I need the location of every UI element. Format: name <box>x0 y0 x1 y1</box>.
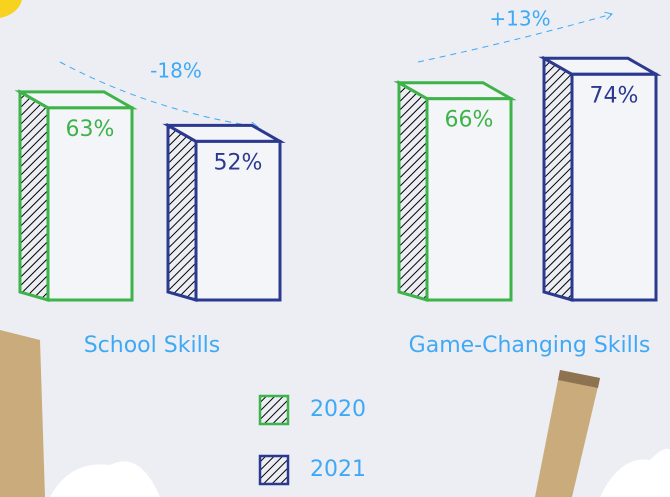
decoration <box>0 330 45 497</box>
bar-side <box>399 83 427 300</box>
category-label: School Skills <box>84 333 221 358</box>
bar-side <box>544 58 572 300</box>
category-label: Game-Changing Skills <box>409 333 651 358</box>
legend-label: 2020 <box>310 397 366 422</box>
value-label: 52% <box>214 150 263 175</box>
chart: -18% +13% 63% 66% 2020 52% 74% 2021 School Ski… <box>0 0 670 497</box>
legend-swatch <box>260 456 288 484</box>
value-label: 63% <box>66 117 115 142</box>
bar-side <box>20 92 48 300</box>
decoration <box>535 370 600 497</box>
annotation: -18% <box>150 59 202 83</box>
value-label: 66% <box>445 108 494 133</box>
decoration <box>600 449 670 497</box>
decoration <box>0 0 22 18</box>
legend-swatch <box>260 396 288 424</box>
decoration <box>50 461 160 497</box>
legend-label: 2021 <box>310 457 366 482</box>
annotation: +13% <box>489 7 550 31</box>
value-label: 74% <box>590 83 639 108</box>
bar-side <box>168 125 196 300</box>
